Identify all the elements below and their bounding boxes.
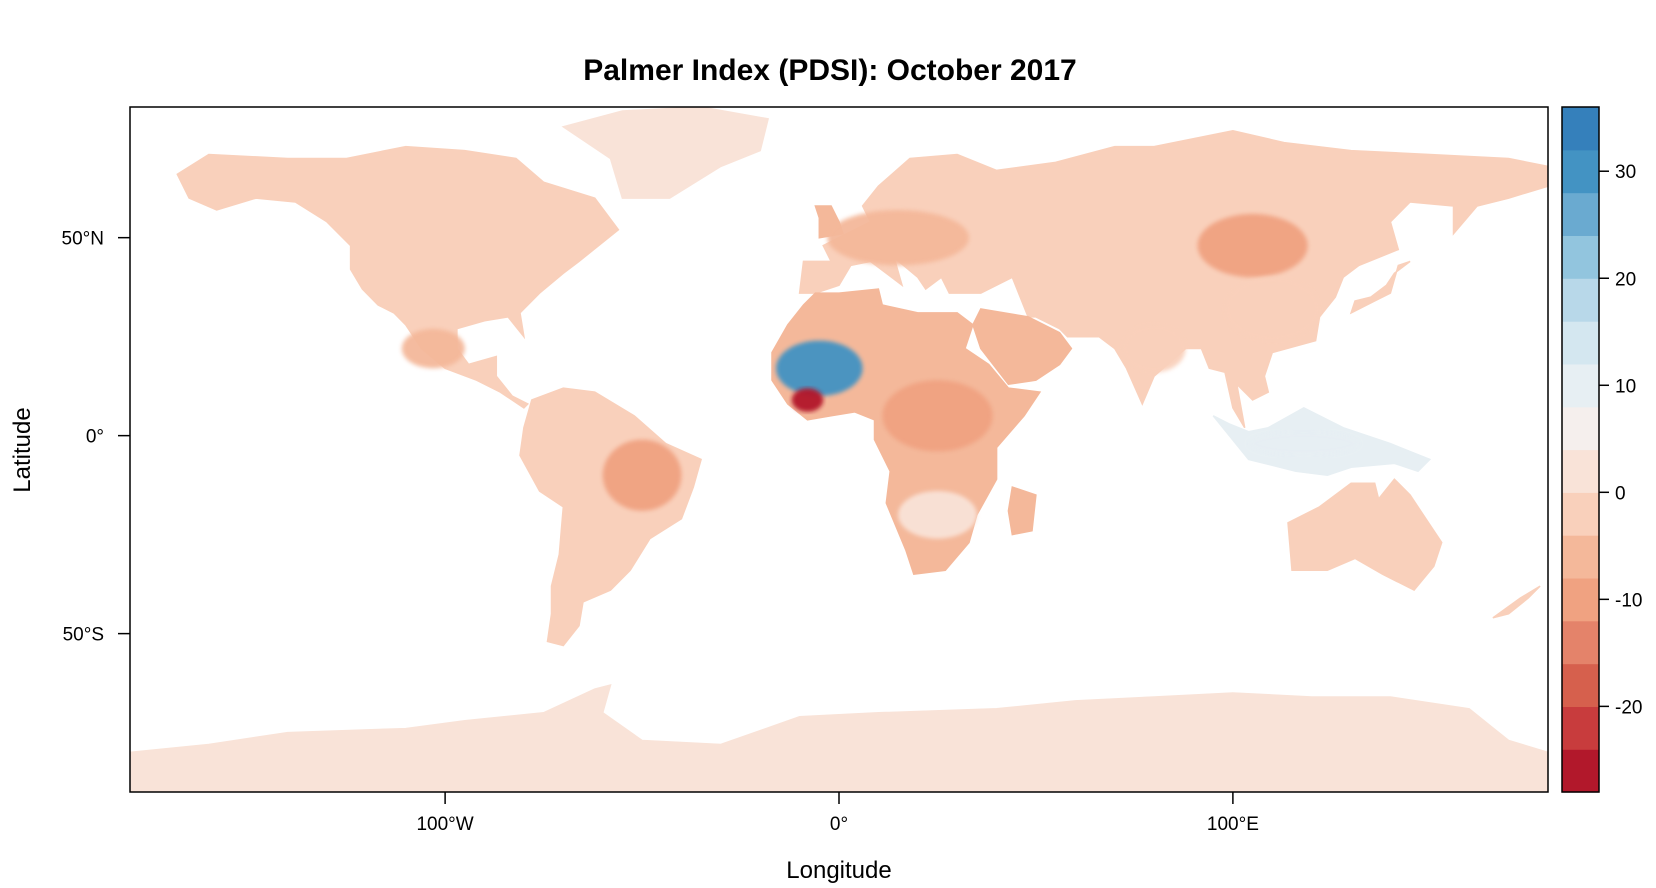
anomaly-europe (827, 210, 969, 266)
colorbar-swatch (1562, 321, 1599, 365)
anomaly-india (1122, 324, 1186, 373)
land-japan (1349, 260, 1411, 315)
anomaly-mexico (401, 328, 465, 369)
colorbar-swatch (1562, 406, 1599, 451)
x-tick-label: 100°W (416, 814, 473, 835)
colorbar-swatch (1562, 235, 1599, 279)
anomaly-mongolia (1197, 213, 1308, 278)
colorbar-swatch (1562, 149, 1599, 194)
land-eurasia (798, 130, 1548, 429)
colorbar-swatch (1562, 706, 1599, 750)
pdsi-anomaly-fields (401, 210, 1359, 539)
x-tick-label: 100°E (1207, 814, 1259, 835)
land-greenland (561, 107, 770, 199)
land-new-zealand (1492, 585, 1541, 619)
x-axis-label: Longitude (786, 857, 891, 884)
anomaly-west-africa-sahel- (776, 340, 863, 396)
land-madagascar (1007, 486, 1037, 536)
chart-title: Palmer Index (PDSI): October 2017 (583, 54, 1077, 87)
land-north-america (176, 145, 620, 409)
colorbar-tick-label: -10 (1615, 590, 1642, 611)
colorbar-swatch (1562, 577, 1599, 622)
colorbar-tick-label: 30 (1615, 162, 1636, 183)
anomaly-china (1225, 277, 1320, 341)
y-tick-label: 0° (86, 427, 104, 448)
y-axis-label: Latitude (9, 407, 36, 492)
anomaly-central-africa (882, 380, 993, 452)
y-tick-label: 50°S (63, 625, 104, 646)
land-australia (1287, 478, 1443, 592)
colorbar-swatch (1562, 278, 1599, 322)
colorbar-swatch (1562, 363, 1599, 408)
colorbar-frame (1561, 106, 1600, 793)
colorbar-swatch (1562, 449, 1599, 493)
x-axis: 100°W 0° 100°E (416, 792, 1259, 835)
colorbar-swatch (1562, 620, 1599, 665)
colorbar-tick-label: 0 (1615, 483, 1626, 504)
colorbar-swatch (1562, 107, 1599, 151)
anomaly-southern-africa (898, 491, 977, 539)
colorbar-tick-label: -20 (1615, 697, 1642, 718)
colorbar-tick-label: 20 (1615, 269, 1636, 290)
colorbar-swatch (1562, 492, 1599, 536)
land-arabia (972, 308, 1073, 386)
anomaly-eastern-brazil (602, 439, 682, 511)
x-tick-label: 0° (830, 814, 848, 835)
y-tick-label: 50°N (62, 229, 104, 250)
land-antarctica (130, 684, 1548, 792)
colorbar-tick-label: 10 (1615, 376, 1636, 397)
y-axis: 50°N 0° 50°S (62, 229, 130, 646)
colorbar-swatch (1562, 535, 1599, 579)
map-layer (130, 107, 1548, 792)
colorbar-swatch (1562, 749, 1599, 793)
colorbar-swatch (1562, 192, 1599, 236)
colorbar-swatch (1562, 663, 1599, 707)
colorbar: 30 20 10 0 -10 -20 (1561, 106, 1642, 793)
anomaly-southeast-asia (1248, 431, 1359, 456)
anomaly-guinea-coast (791, 388, 824, 412)
